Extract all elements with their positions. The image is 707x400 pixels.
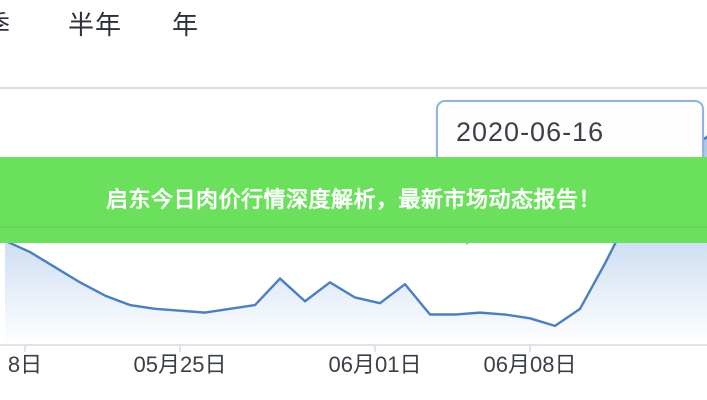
price-chart-panel[interactable]: 8日 05月25日 06月01日 06月08日 2020-06-16 猪肉批发价… bbox=[0, 89, 707, 400]
x-axis-label: 05月25日 bbox=[133, 352, 227, 377]
x-axis-label: 06月08日 bbox=[483, 352, 577, 377]
promo-banner-seam bbox=[0, 226, 707, 228]
x-axis-label: 8日 bbox=[7, 352, 43, 377]
chart-x-axis bbox=[0, 344, 707, 352]
tabbar-divider bbox=[0, 87, 707, 89]
x-axis-label: 06月01日 bbox=[328, 352, 422, 377]
tab-year[interactable]: 年 bbox=[172, 10, 200, 40]
chart-series-line bbox=[3, 129, 707, 328]
chart-series-area bbox=[5, 130, 707, 345]
tab-quarter[interactable]: 季 bbox=[0, 8, 11, 42]
tab-halfyear[interactable]: 半年 bbox=[68, 10, 123, 40]
tooltip-date: 2020-06-16 bbox=[456, 117, 605, 147]
promo-banner: 启东今日肉价行情深度解析，最新市场动态报告！ bbox=[0, 157, 707, 243]
price-area-chart[interactable] bbox=[0, 89, 707, 400]
period-tab-bar: 季 半年 年 bbox=[0, 0, 707, 89]
promo-banner-title: 启东今日肉价行情深度解析，最新市场动态报告！ bbox=[105, 187, 601, 212]
